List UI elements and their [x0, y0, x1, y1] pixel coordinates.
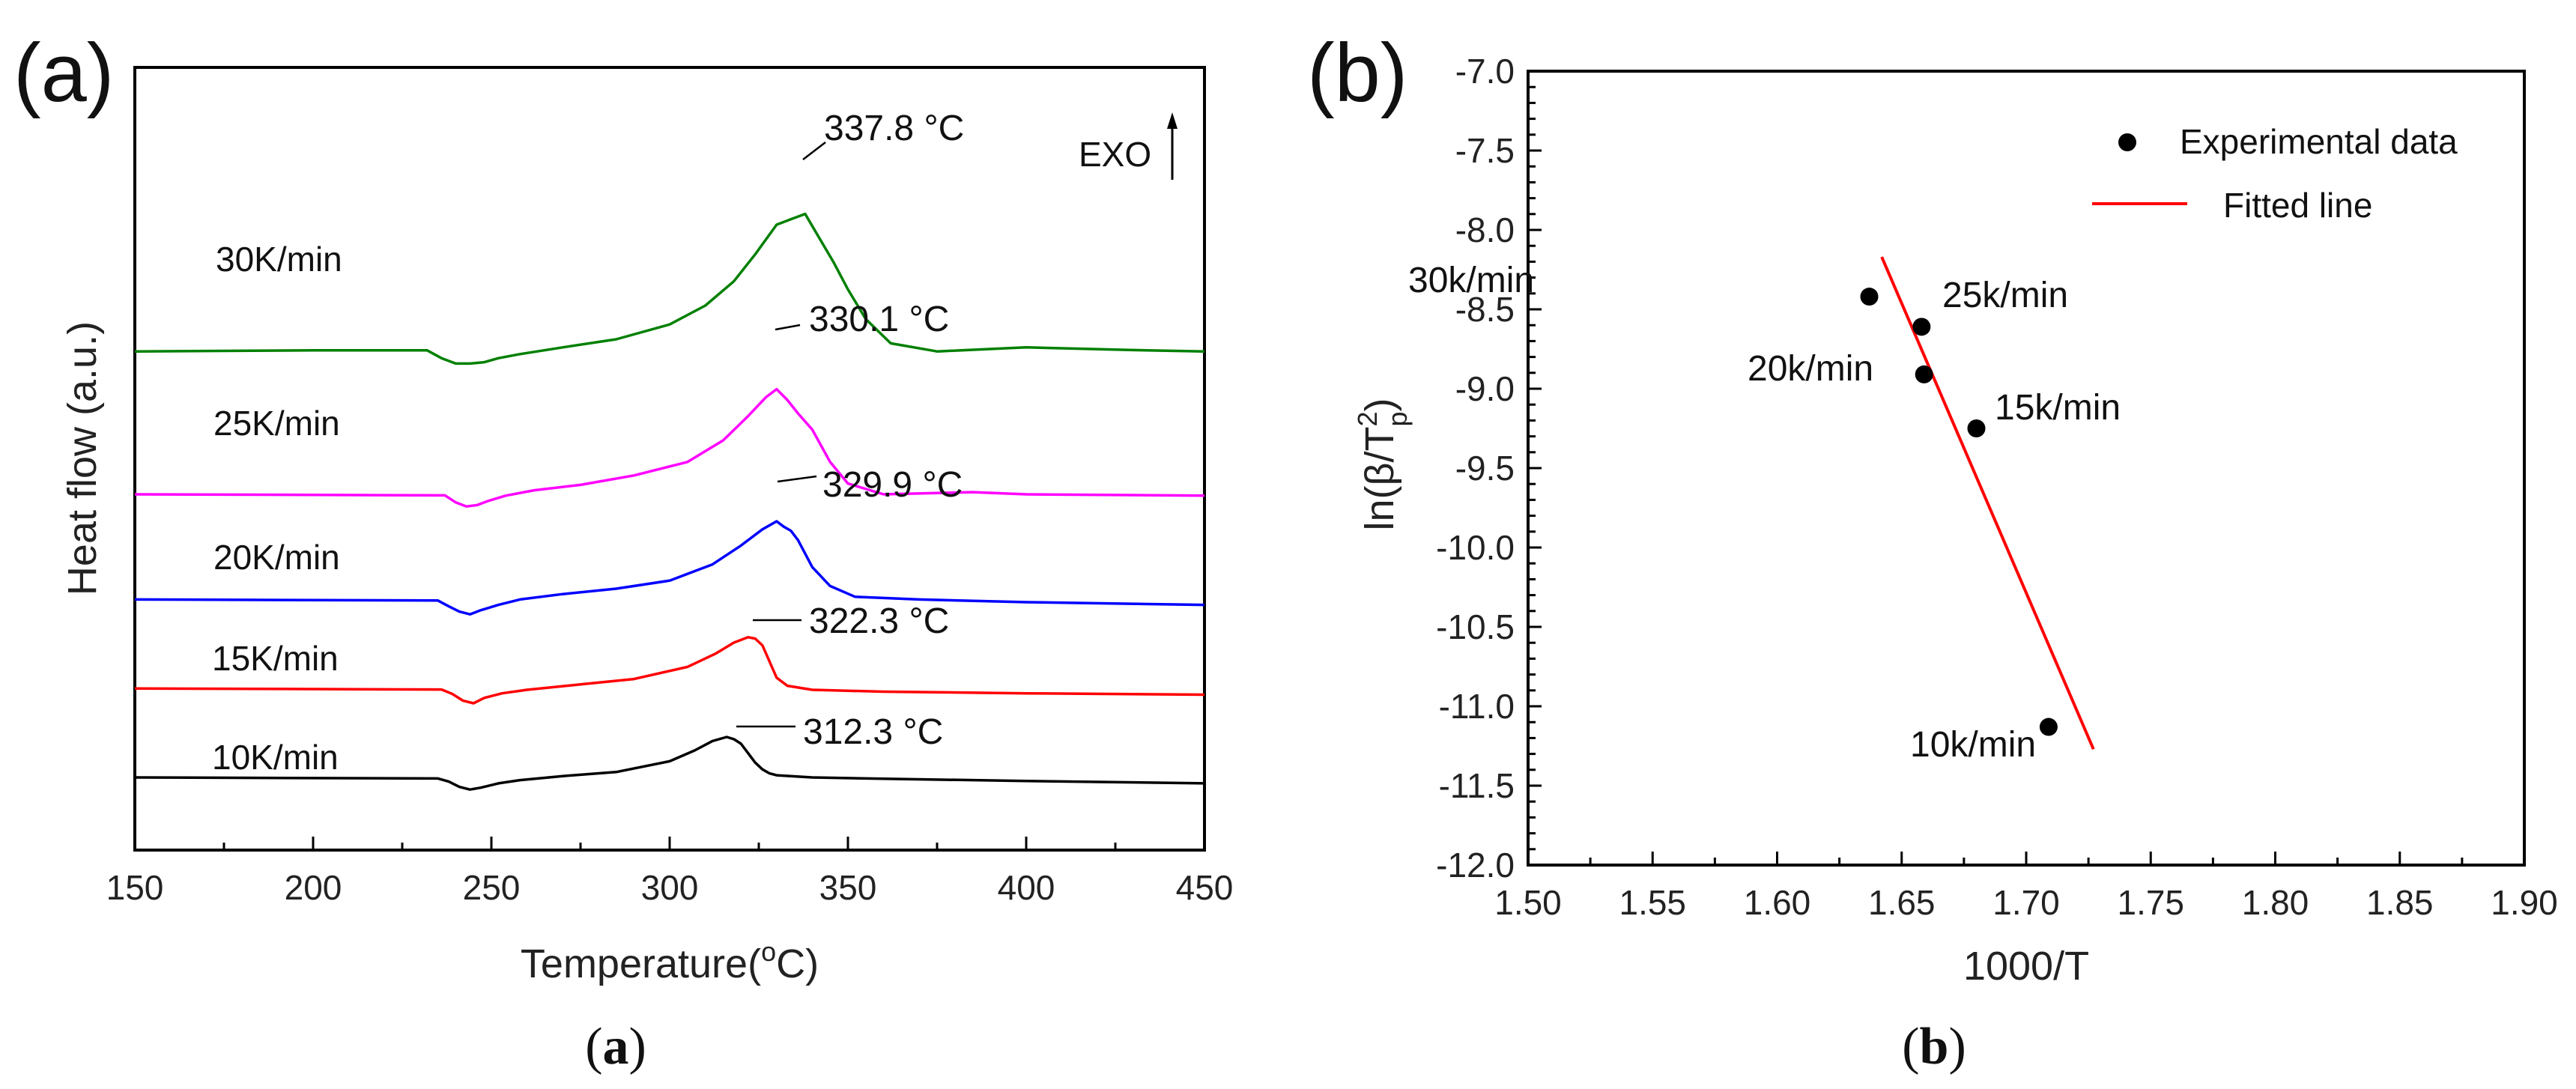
y-tick-label-b: -11.0: [1439, 687, 1515, 726]
x-tick-label-b: 1.50: [1494, 883, 1562, 922]
point-label-30: 30k/min: [1408, 261, 1534, 300]
series-label-10: 10K/min: [212, 738, 339, 777]
point-label-20: 20k/min: [1748, 349, 1873, 389]
y-tick-label-b: -8.0: [1455, 210, 1515, 249]
y-tick-label-b: -7.5: [1455, 131, 1515, 170]
data-point-30k-min: [1860, 288, 1879, 306]
peak-label-20: 329.9 °C: [822, 465, 963, 505]
axes-b: 1.50 1.55 1.60 1.65 1.70 1.75 1.80 1.85 1.90 -7.0…: [1436, 52, 2558, 922]
data-point-25k-min: [1912, 318, 1931, 336]
peak-annotation-15: 322.3 °C: [753, 601, 949, 641]
peak-annotation-20: 329.9 °C: [777, 465, 963, 505]
x-tick-label-b: 1.90: [2491, 883, 2558, 922]
points-b: [1860, 288, 2058, 736]
series-label-20: 20K/min: [213, 538, 340, 577]
data-point-20k-min: [1915, 365, 1933, 383]
peak-annotation-30: 337.8 °C: [802, 109, 964, 160]
x-tick-label-a: 400: [998, 868, 1055, 907]
caption-a: (a): [585, 1018, 646, 1076]
x-tick-label-a: 300: [641, 868, 699, 907]
y-tick-label-b: -11.5: [1439, 766, 1515, 805]
x-tick-label-b: 1.55: [1619, 883, 1686, 922]
curves-a: [134, 212, 1205, 791]
peak-label-25: 330.1 °C: [809, 300, 949, 339]
series-line-15K-min: [134, 636, 1205, 705]
x-tick-label-a: 450: [1176, 868, 1234, 907]
point-label-10: 10k/min: [1910, 725, 2036, 765]
y-tick-label-b: -9.5: [1455, 449, 1515, 488]
y-tick-label-b: -8.5: [1455, 290, 1515, 329]
point-label-25: 25k/min: [1942, 276, 2068, 315]
x-tick-label-a: 250: [463, 868, 521, 907]
panel-b: (b) 1.50 1.55 1.60 1.65 1.70 1.75 1.80 1.85 1.90…: [1307, 27, 2558, 1076]
point-label-15: 15k/min: [1995, 388, 2121, 428]
x-tick-label-a: 150: [106, 868, 164, 907]
x-axis-title-a: Temperature(oC): [521, 936, 819, 986]
x-tick-label-b: 1.75: [2117, 883, 2184, 922]
exo-arrow-icon: [1167, 112, 1178, 180]
data-point-10k-min: [2039, 718, 2058, 736]
fit-line-group: [1880, 256, 2095, 750]
y-axis-title-b: ln(β/T2p): [1352, 398, 1413, 530]
y-tick-label-b: -10.0: [1436, 528, 1515, 567]
series-line-10K-min: [134, 735, 1205, 791]
peak-annotation-25: 330.1 °C: [775, 300, 949, 339]
legend-label-line: Fitted line: [2223, 186, 2372, 225]
peak-label-15: 322.3 °C: [809, 601, 949, 641]
caption-b: (b): [1902, 1018, 1966, 1076]
series-line-30K-min: [134, 212, 1205, 365]
panel-a-label: (a): [13, 27, 114, 119]
fit-line: [1880, 256, 2095, 750]
series-label-30: 30K/min: [216, 240, 342, 279]
x-tick-label-b: 1.80: [2242, 883, 2309, 922]
series-label-15: 15K/min: [212, 639, 339, 678]
legend-label-points: Experimental data: [2180, 122, 2458, 161]
legend-marker-points: [2118, 133, 2136, 151]
panel-a: (a) 150 200 250 300 350 400 450 30K/min 25K/mi…: [13, 27, 1233, 1076]
y-tick-label-b: -12.0: [1436, 846, 1515, 885]
x-tick-label-a: 200: [285, 868, 342, 907]
x-axis-a: 150 200 250 300 350 400 450: [106, 837, 1234, 907]
legend: Experimental data Fitted line: [2092, 122, 2458, 225]
x-axis-title-b: 1000/T: [1963, 944, 2089, 989]
panel-b-label: (b): [1307, 27, 1407, 119]
series-label-25: 25K/min: [213, 404, 340, 443]
y-tick-label-b: -10.5: [1436, 607, 1515, 646]
series-line-20K-min: [134, 520, 1205, 616]
x-tick-label-a: 350: [819, 868, 877, 907]
x-tick-label-b: 1.70: [1992, 883, 2060, 922]
data-point-15k-min: [1967, 419, 1986, 437]
exo-label: EXO: [1079, 135, 1151, 174]
x-tick-label-b: 1.85: [2366, 883, 2434, 922]
series-line-25K-min: [134, 387, 1205, 508]
plot-frame-a: [133, 66, 1206, 852]
y-axis-title-a: Heat flow (a.u.): [60, 321, 105, 595]
peak-label-30: 337.8 °C: [824, 109, 964, 148]
y-tick-label-b: -7.0: [1455, 52, 1515, 91]
x-tick-label-b: 1.65: [1868, 883, 1936, 922]
peak-label-10: 312.3 °C: [803, 712, 943, 752]
peak-annotation-10: 312.3 °C: [736, 712, 943, 752]
x-tick-label-b: 1.60: [1744, 883, 1811, 922]
y-tick-label-b: -9.0: [1455, 369, 1515, 408]
